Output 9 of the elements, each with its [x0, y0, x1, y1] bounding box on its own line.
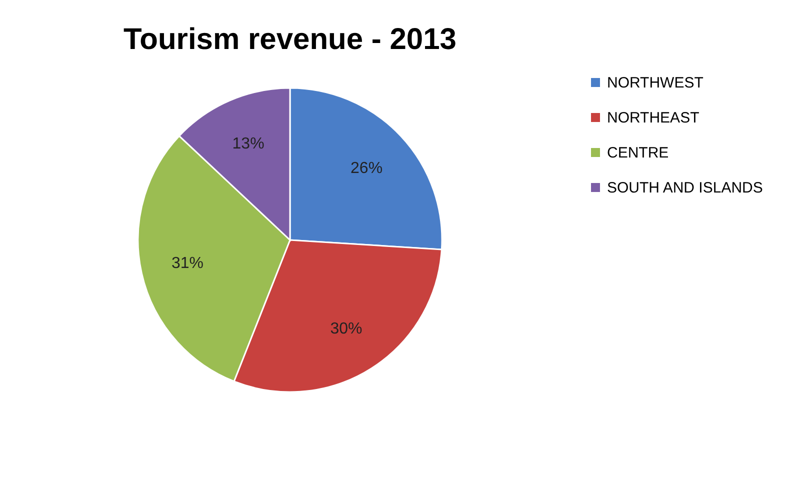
legend-label: NORTHWEST [607, 74, 704, 92]
data-label: 26% [350, 160, 383, 178]
data-label: 30% [330, 320, 362, 338]
data-label: 13% [232, 136, 264, 153]
chart-title: Tourism revenue - 2013 [124, 23, 456, 56]
data-label: 31% [172, 254, 204, 272]
legend-label: SOUTH AND ISLANDS [607, 180, 763, 196]
legend-label: NORTHEAST [607, 110, 700, 126]
legend-label: CENTRE [607, 144, 669, 162]
